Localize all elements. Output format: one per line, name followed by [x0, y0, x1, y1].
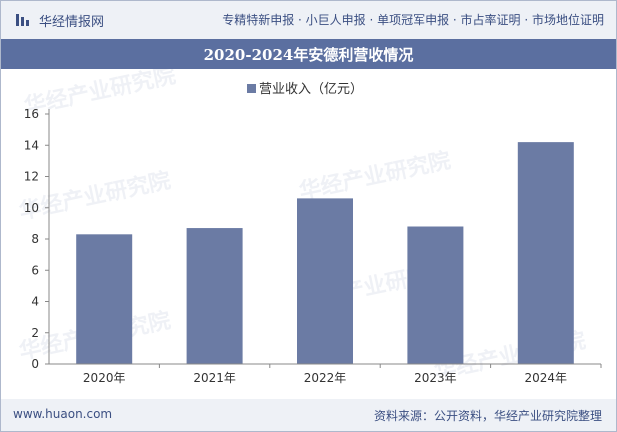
bar — [407, 226, 464, 364]
bar-chart: 华经产业研究院华经产业研究院华经产业研究院华经产业研究院华经产业研究院华经产业研… — [17, 69, 602, 385]
y-tick-label: 14 — [24, 138, 39, 152]
x-tick-label: 2022年 — [304, 371, 347, 385]
x-tick-label: 2020年 — [83, 371, 126, 385]
y-tick-label: 10 — [24, 201, 39, 215]
x-tick-label: 2021年 — [193, 371, 236, 385]
top-bar: 华经情报网 专精特新申报 · 小巨人申报 · 单项冠军申报 · 市占率证明 · … — [1, 1, 616, 39]
bar — [76, 234, 133, 364]
legend-label: 营业收入（亿元） — [259, 82, 363, 97]
chart-title: 2020-2024年安德利营收情况 — [203, 46, 414, 64]
footer: www.huaon.com 资料来源：公开资料，华经产业研究院整理 — [1, 399, 616, 431]
y-tick-label: 2 — [31, 326, 39, 340]
x-axis: 2020年 2021年 2022年 2023年 2024年 — [49, 363, 602, 385]
bar — [297, 198, 353, 364]
website-link[interactable]: www.huaon.com — [13, 407, 113, 421]
logo-text[interactable]: 华经情报网 — [39, 15, 105, 30]
y-tick-label: 16 — [24, 107, 39, 121]
bar — [186, 228, 243, 364]
service-links[interactable]: 专精特新申报 · 小巨人申报 · 单项冠军申报 · 市占率证明 · 市场地位证明 — [222, 13, 604, 27]
bar — [517, 142, 574, 364]
watermark-text: 华经产业研究院 — [17, 167, 173, 224]
watermark-text: 华经产业研究院 — [22, 69, 178, 120]
y-tick-label: 6 — [31, 263, 39, 277]
legend: 营业收入（亿元） — [247, 82, 363, 97]
y-tick-label: 4 — [31, 295, 39, 309]
watermark-text: 华经产业研究院 — [297, 147, 453, 204]
x-tick-label: 2024年 — [525, 371, 568, 385]
logo-icon — [16, 14, 29, 26]
y-tick-label: 0 — [31, 357, 39, 371]
x-tick-label: 2023年 — [414, 371, 457, 385]
y-tick-label: 12 — [24, 170, 39, 184]
title-bar: 2020-2024年安德利营收情况 — [1, 39, 616, 69]
bars — [76, 142, 574, 364]
data-source-note: 资料来源：公开资料，华经产业研究院整理 — [373, 409, 602, 423]
y-axis: 0 2 4 6 8 10 12 14 16 — [24, 107, 50, 371]
y-tick-label: 8 — [31, 232, 39, 246]
legend-swatch — [247, 84, 256, 93]
